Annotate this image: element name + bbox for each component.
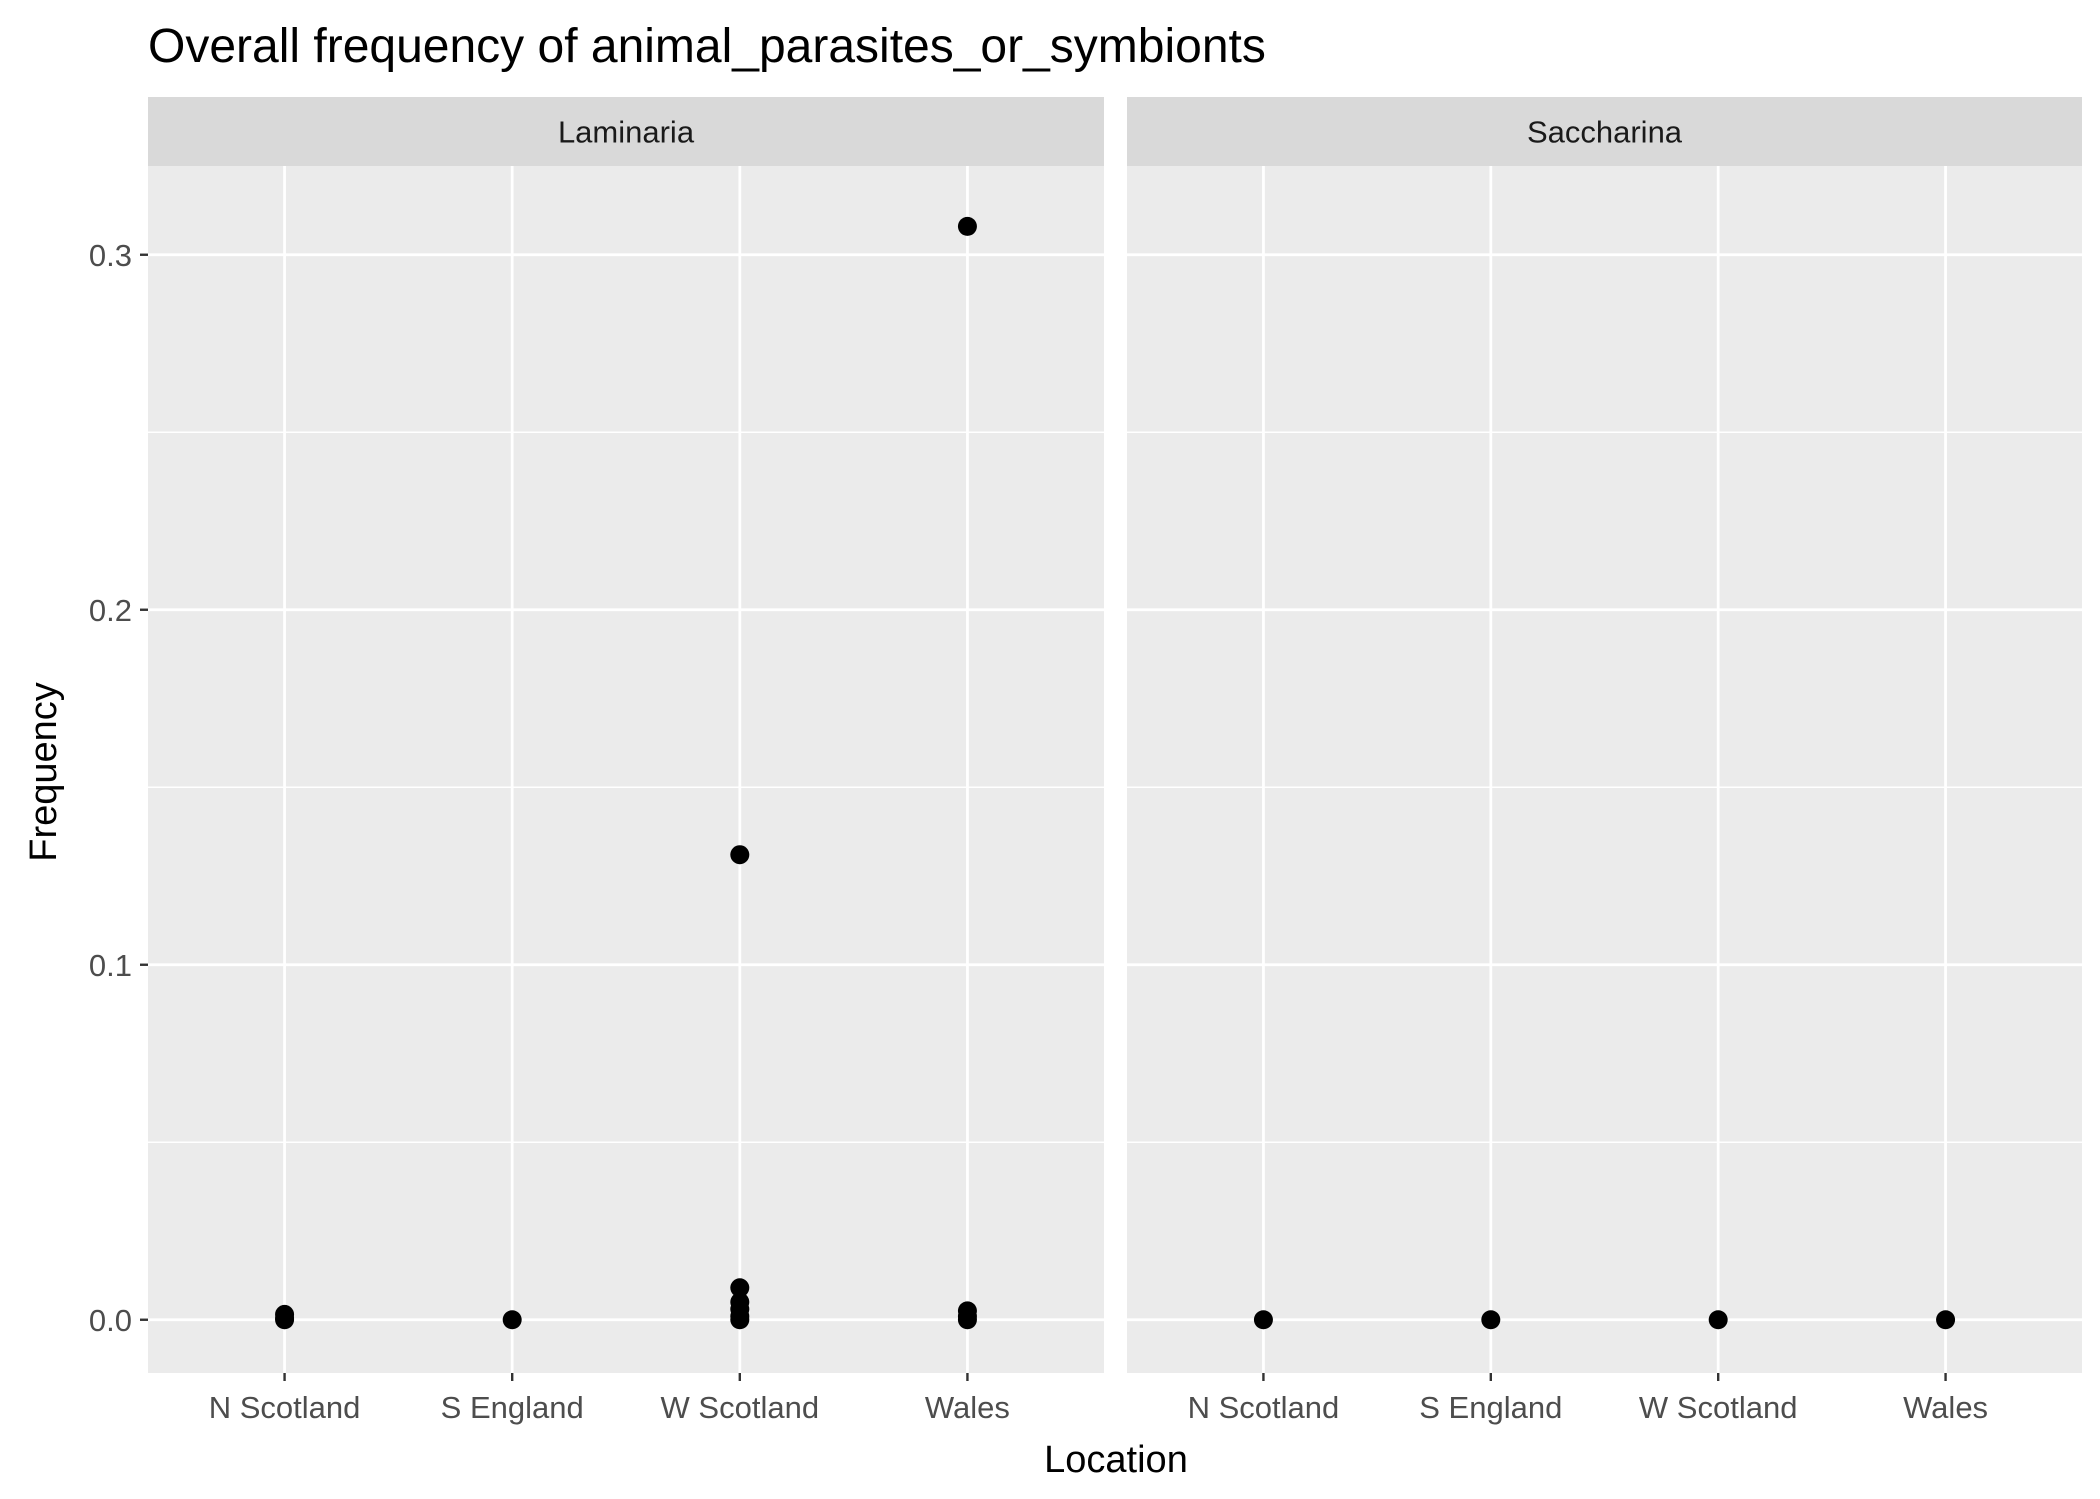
facet-strip-label: Laminaria	[558, 115, 695, 150]
y-axis: 0.0 0.1 0.2 0.3	[89, 238, 148, 1338]
y-axis-title: Frequency	[23, 682, 65, 862]
x-tick-label: S England	[441, 1390, 584, 1425]
x-tick-label: W Scotland	[661, 1390, 820, 1425]
x-tick-label: S England	[1419, 1390, 1562, 1425]
data-point	[730, 1278, 750, 1298]
facet-strip-label: Saccharina	[1527, 115, 1683, 150]
chart-title: Overall frequency of animal_parasites_or…	[148, 20, 1266, 73]
facet-panels: Laminaria N Scotland S England W Scotland Wa…	[148, 97, 2082, 1425]
facet-strip	[1127, 97, 2082, 166]
y-tick-label: 0.2	[89, 593, 132, 628]
data-point	[502, 1310, 522, 1330]
x-tick-label: N Scotland	[1188, 1390, 1340, 1425]
x-tick-label: N Scotland	[209, 1390, 361, 1425]
facet-panel-saccharina: Saccharina N Scotland S England W Scotland W…	[1127, 97, 2082, 1425]
data-point	[1708, 1310, 1728, 1330]
panel-background	[148, 166, 1104, 1373]
y-tick-label: 0.0	[89, 1303, 132, 1338]
data-point	[957, 216, 977, 236]
facet-strip	[148, 97, 1104, 166]
x-axis-title: Location	[1044, 1439, 1188, 1481]
facet-panel-laminaria: Laminaria N Scotland S England W Scotland Wa…	[148, 97, 1104, 1425]
data-point	[1936, 1310, 1956, 1330]
panel-background	[1127, 166, 2082, 1373]
y-tick-label: 0.1	[89, 948, 132, 983]
data-point	[957, 1301, 977, 1321]
data-point	[730, 845, 750, 865]
x-tick-label: Wales	[925, 1390, 1010, 1425]
data-point	[730, 1292, 750, 1312]
data-point	[1481, 1310, 1501, 1330]
y-tick-label: 0.3	[89, 238, 132, 273]
data-point	[275, 1304, 295, 1324]
x-tick-label: W Scotland	[1639, 1390, 1798, 1425]
data-point	[1253, 1310, 1273, 1330]
x-tick-label: Wales	[1903, 1390, 1988, 1425]
